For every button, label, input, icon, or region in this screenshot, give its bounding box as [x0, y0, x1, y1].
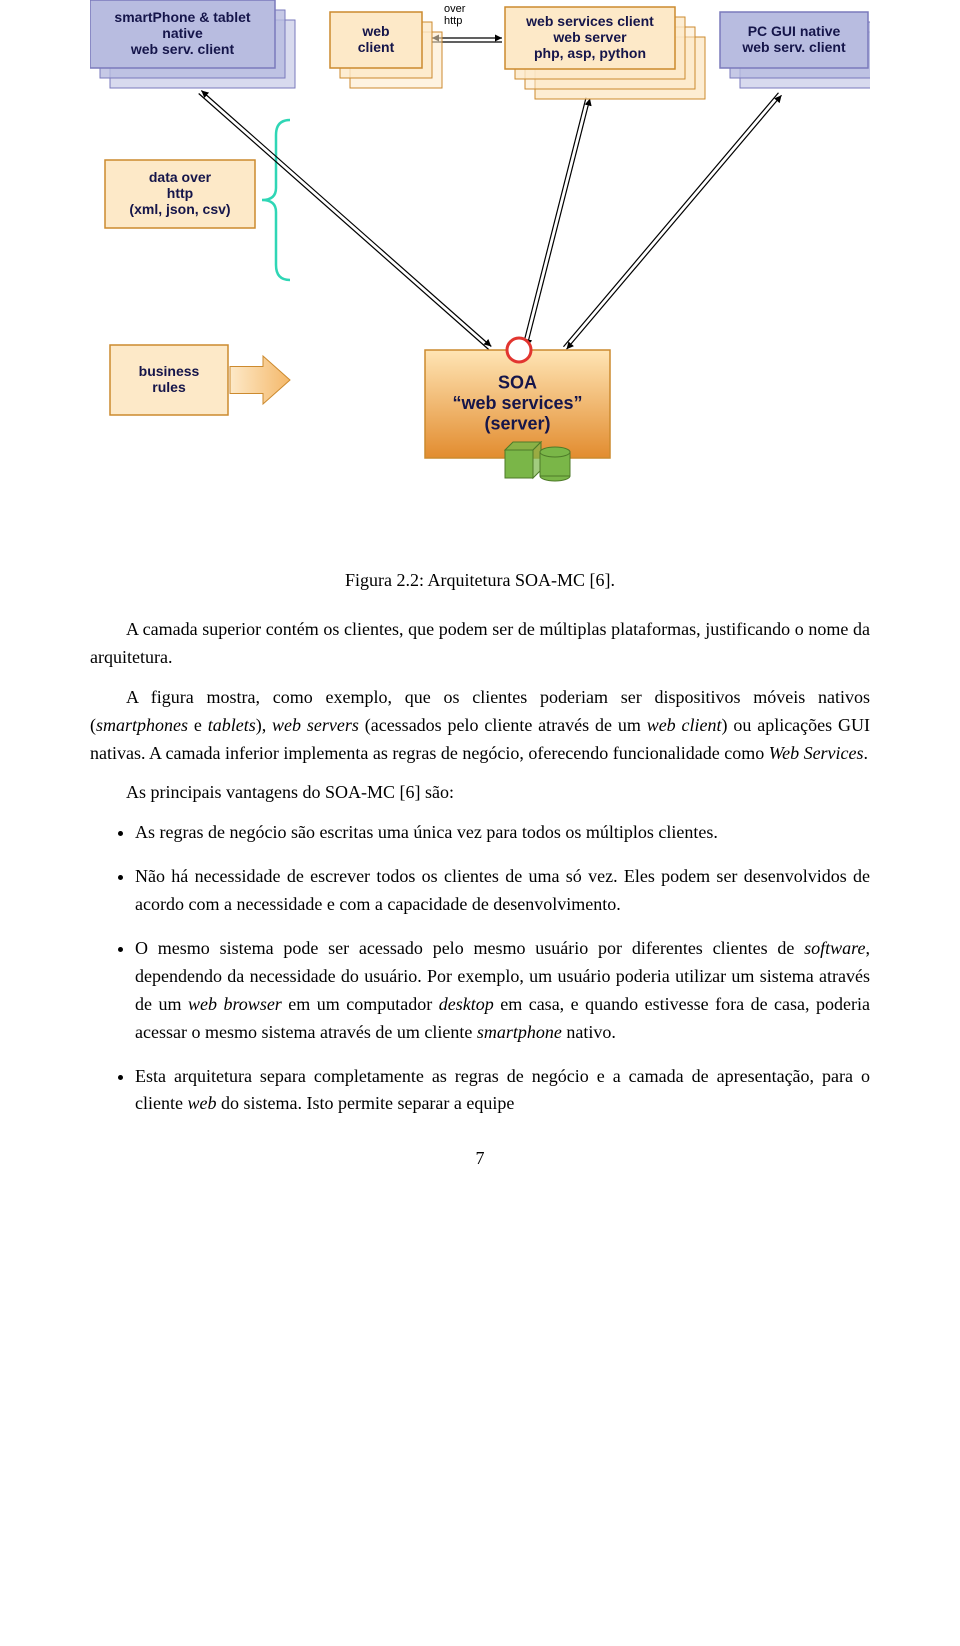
svg-text:PC GUI nativeweb serv. client: PC GUI nativeweb serv. client — [741, 23, 846, 55]
list-item: O mesmo sistema pode ser acessado pelo m… — [135, 935, 870, 1047]
svg-text:webclient: webclient — [358, 23, 395, 55]
paragraph-3: As principais vantagens do SOA-MC [6] sã… — [90, 779, 870, 807]
figure-caption: Figura 2.2: Arquitetura SOA-MC [6]. — [90, 570, 870, 591]
list-item: As regras de negócio são escritas uma ún… — [135, 819, 870, 847]
paragraph-1: A camada superior contém os clientes, qu… — [90, 616, 870, 672]
advantages-list: As regras de negócio são escritas uma ún… — [90, 819, 870, 1118]
list-item: Não há necessidade de escrever todos os … — [135, 863, 870, 919]
page-number: 7 — [90, 1148, 870, 1169]
paragraph-2: A figura mostra, como exemplo, que os cl… — [90, 684, 870, 768]
svg-text:htmloverhttp: htmloverhttp — [444, 0, 466, 27]
list-item: Esta arquitetura separa completamente as… — [135, 1063, 870, 1119]
soa-diagram: smartPhone & tabletnativeweb serv. clien… — [90, 0, 870, 540]
